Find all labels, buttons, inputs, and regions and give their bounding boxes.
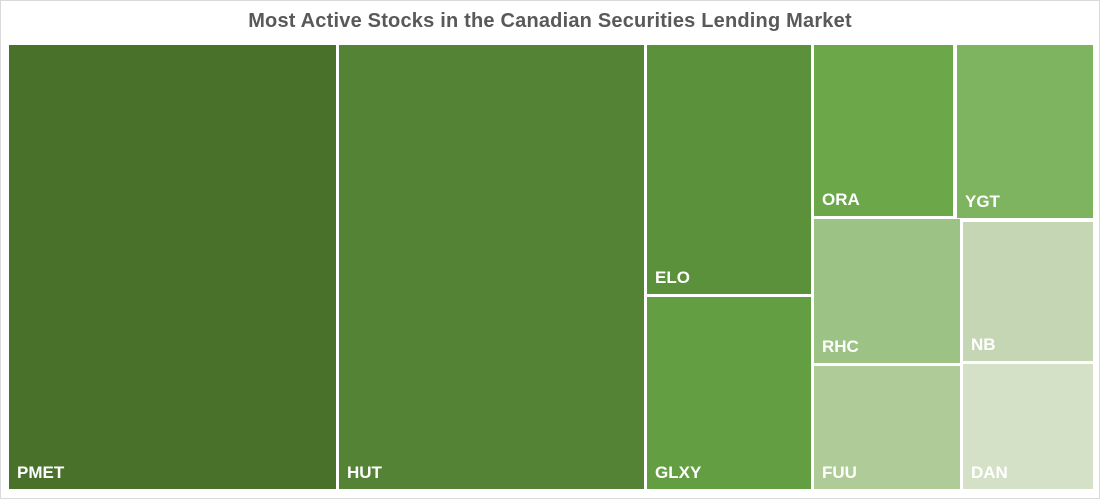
treemap-tile-ygt[interactable]: YGT: [957, 45, 1093, 218]
treemap-tile-nb[interactable]: NB: [963, 222, 1093, 361]
treemap-tile-hut[interactable]: HUT: [339, 45, 644, 489]
tile-label: FUU: [822, 463, 857, 482]
treemap-tile-fuu[interactable]: FUU: [814, 366, 960, 489]
tile-label: HUT: [347, 463, 382, 482]
treemap-tile-pmet[interactable]: PMET: [9, 45, 336, 489]
treemap-tile-glxy[interactable]: GLXY: [647, 297, 811, 489]
treemap-tile-elo[interactable]: ELO: [647, 45, 811, 294]
tile-label: YGT: [965, 192, 1000, 211]
tile-label: PMET: [17, 463, 65, 482]
treemap-tile-dan[interactable]: DAN: [963, 364, 1093, 489]
tile-label: ELO: [655, 268, 690, 287]
treemap-tile-ora[interactable]: ORA: [814, 45, 953, 216]
treemap-tile-rhc[interactable]: RHC: [814, 219, 960, 363]
tile-label: GLXY: [655, 463, 702, 482]
chart-title: Most Active Stocks in the Canadian Secur…: [248, 10, 852, 32]
tile-label: ORA: [822, 190, 860, 209]
tile-label: NB: [971, 335, 996, 354]
tile-label: RHC: [822, 337, 859, 356]
tile-label: DAN: [971, 463, 1008, 482]
